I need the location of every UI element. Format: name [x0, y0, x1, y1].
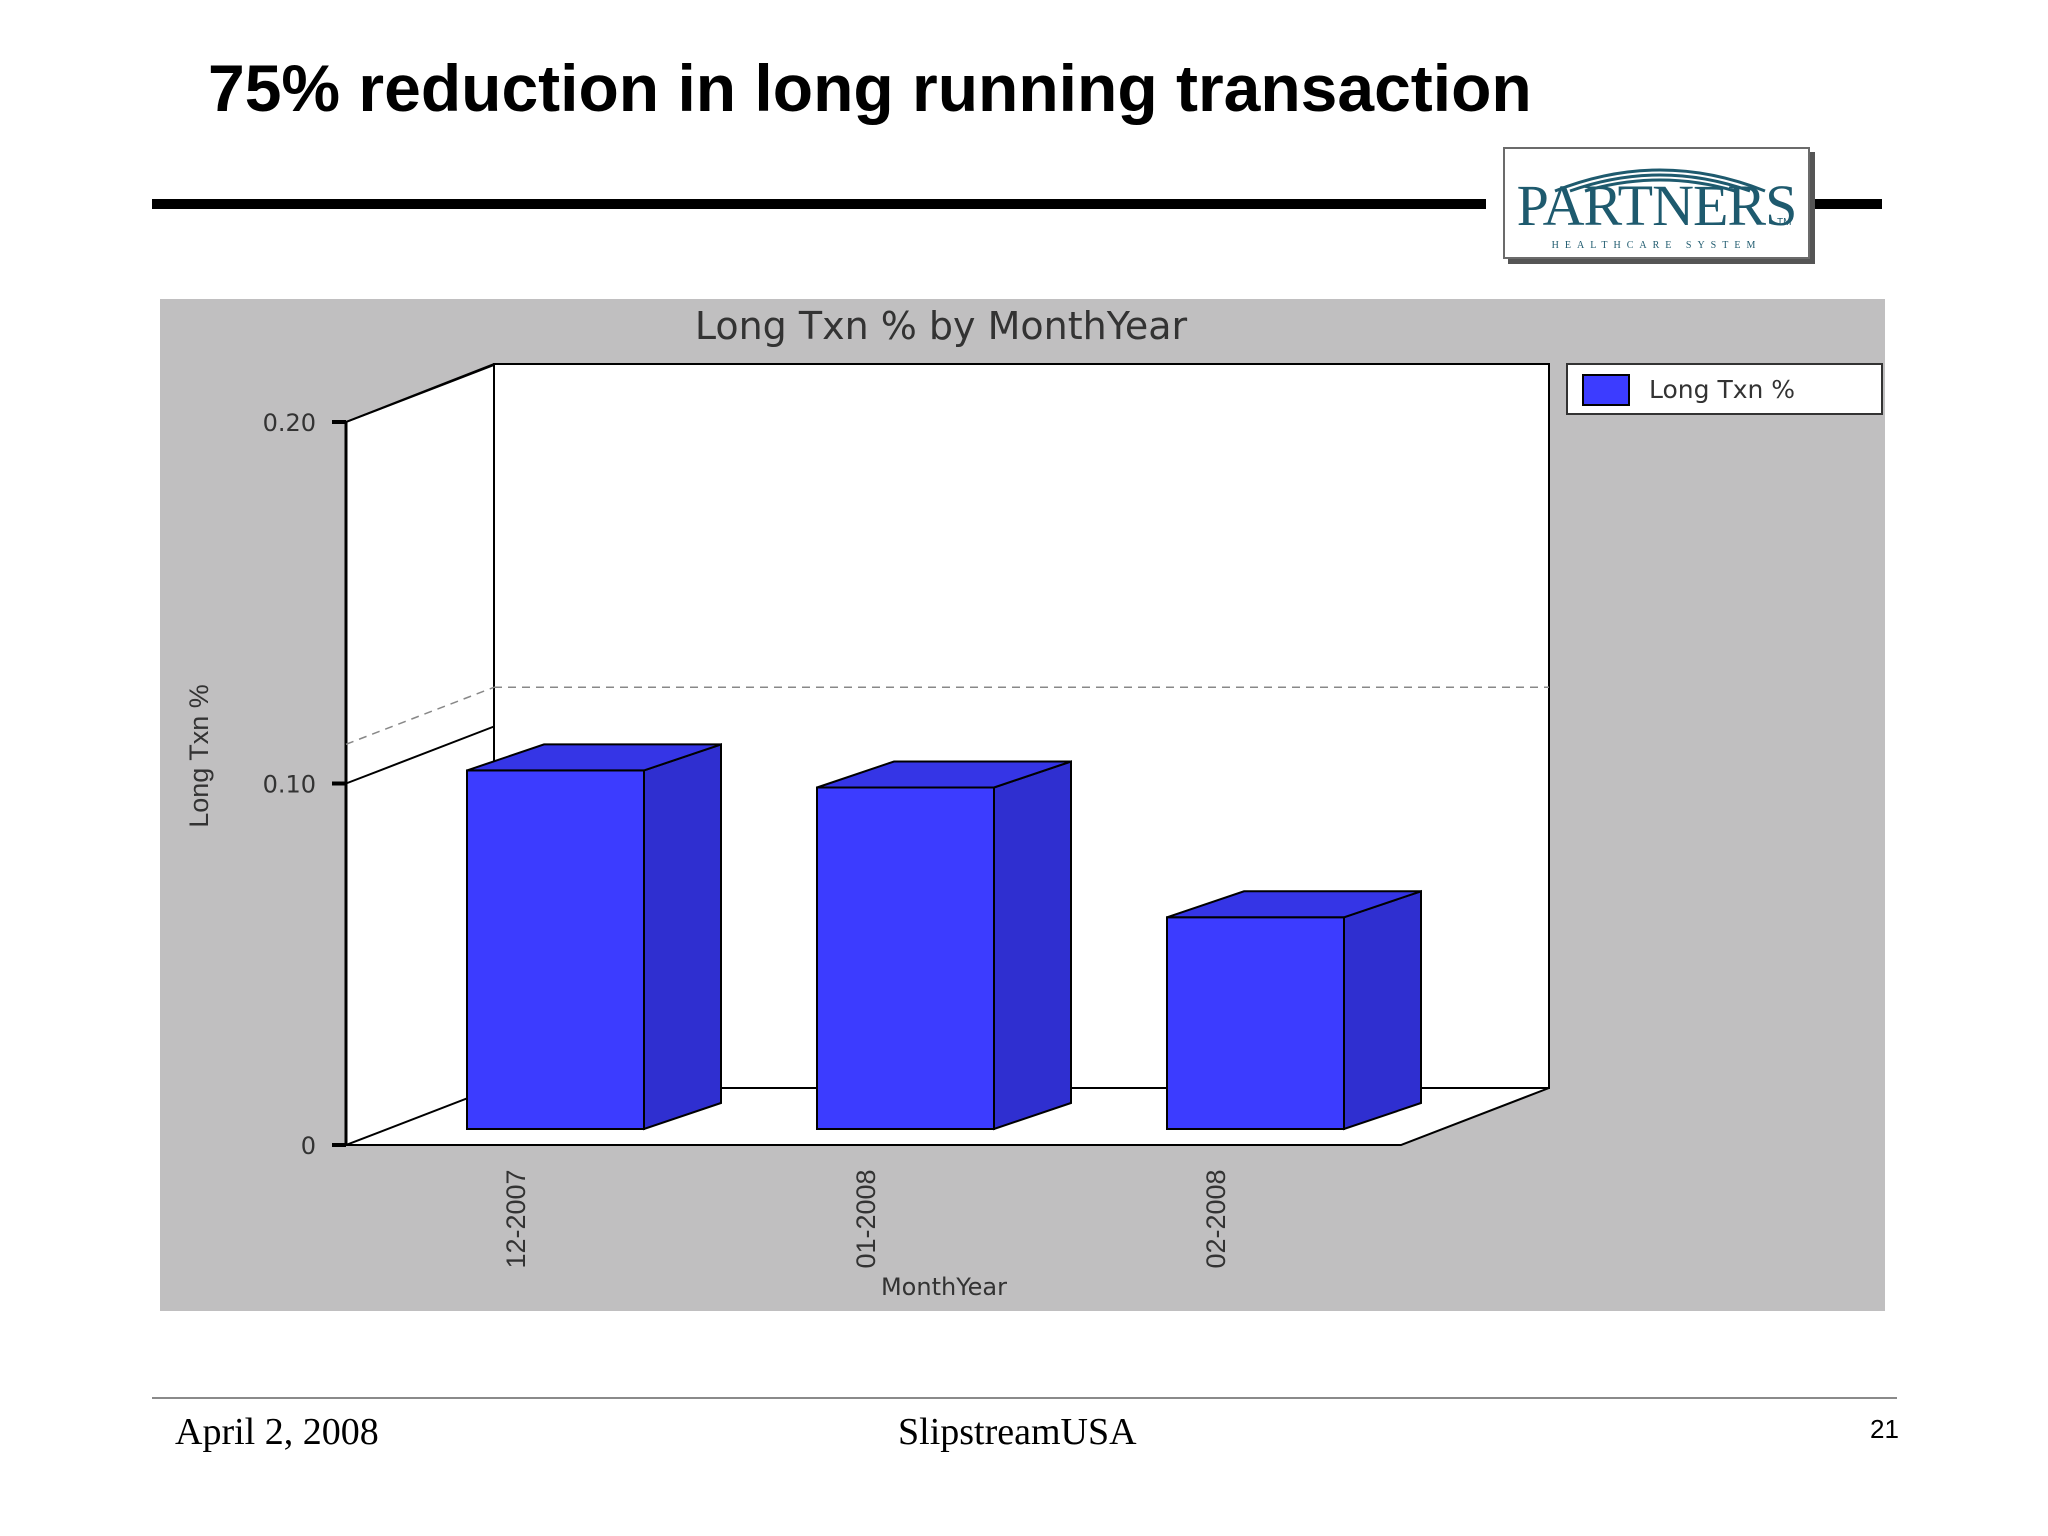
logo-subtitle: HEALTHCARE SYSTEM: [1551, 240, 1762, 251]
logo-wordmark: PARTNERS: [1516, 173, 1798, 238]
x-tick-label: 02-2008: [1201, 1169, 1231, 1268]
grid-layer: [345, 686, 1549, 745]
y-tick-label: 0.10: [263, 771, 316, 799]
y-tick-label: 0: [301, 1132, 316, 1160]
slide-title: 75% reduction in long running transactio…: [208, 51, 1532, 125]
bar-front: [466, 769, 645, 1130]
legend: Long Txn %: [1566, 363, 1883, 415]
bar-top: [1166, 890, 1422, 919]
title-rule-right: [1806, 199, 1882, 209]
chart-title: Long Txn % by MonthYear: [695, 304, 1188, 348]
x-tick-label: 01-2008: [851, 1169, 881, 1268]
logo-trademark: TM: [1777, 217, 1792, 228]
legend-swatch: [1582, 374, 1630, 406]
bar-top: [466, 743, 722, 772]
y-ticks: 0 0.10 0.20: [263, 364, 495, 1160]
chart-panel: Long Txn % by MonthYear Long Txn % Month…: [160, 299, 1885, 1311]
y-grid-side: [345, 364, 495, 423]
footer-date: April 2, 2008: [175, 1411, 379, 1453]
bar-front: [816, 786, 995, 1130]
partners-logo: PARTNERS TM HEALTHCARE SYSTEM: [1503, 147, 1810, 259]
bar-side: [1343, 889, 1422, 1131]
y-tick-label: 0.20: [263, 409, 316, 437]
reference-line-side: [345, 686, 495, 745]
y-grid-side: [345, 725, 495, 785]
bar-chart: Long Txn % by MonthYear Long Txn % Month…: [184, 304, 1883, 1301]
legend-label: Long Txn %: [1649, 375, 1795, 404]
bars: [466, 743, 1422, 1131]
y-axis-label: Long Txn %: [184, 684, 214, 828]
logo-arcs-icon: [1554, 168, 1766, 193]
bar-side: [993, 760, 1072, 1131]
x-axis-label: MonthYear: [881, 1273, 1007, 1301]
bar-12-2007: [466, 743, 722, 1131]
bar-front: [1166, 916, 1345, 1131]
title-rule: [152, 199, 1486, 209]
bar-side: [643, 743, 722, 1131]
bar-top: [816, 760, 1072, 789]
page-number: 21: [1870, 1414, 1899, 1444]
footer-presenter: SlipstreamUSA: [898, 1411, 1137, 1453]
bar-01-2008: [816, 760, 1072, 1131]
x-tick-labels: 12-2007 01-2008 02-2008: [501, 1169, 1231, 1268]
bar-02-2008: [1166, 889, 1422, 1131]
footer-rule: [152, 1397, 1897, 1399]
x-tick-label: 12-2007: [501, 1169, 531, 1268]
